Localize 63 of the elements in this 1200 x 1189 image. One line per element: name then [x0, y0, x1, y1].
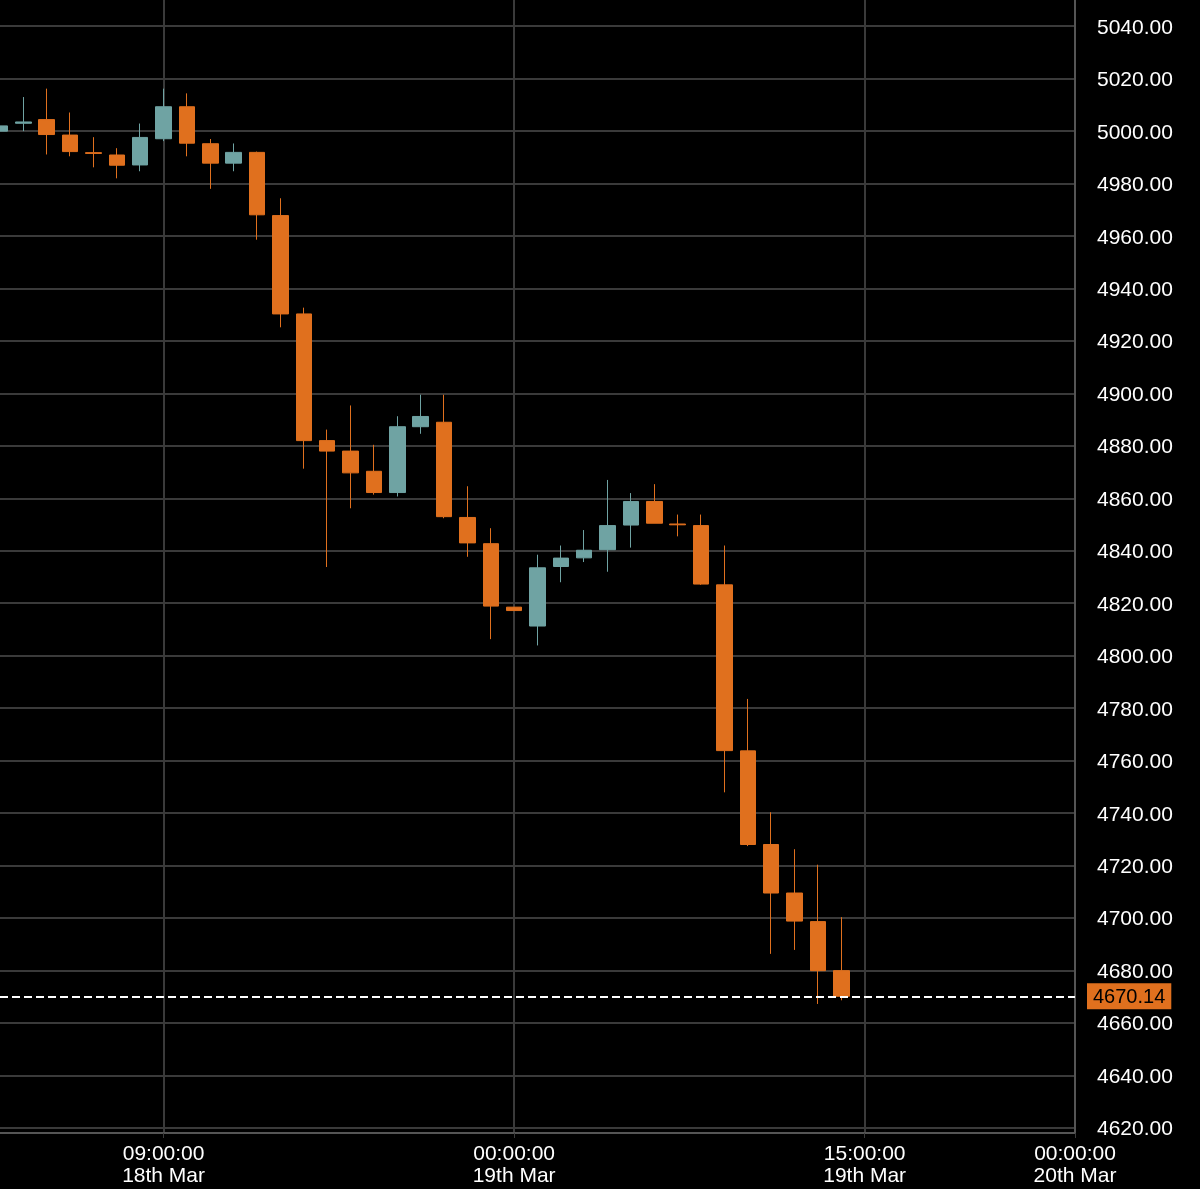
y-tick-label: 5040.00 — [1097, 14, 1173, 38]
y-tick-label: 4800.00 — [1097, 644, 1173, 668]
candlestick — [109, 147, 125, 179]
candlestick — [576, 529, 592, 563]
y-tick-label: 4920.00 — [1097, 329, 1173, 353]
candlestick — [553, 545, 569, 583]
y-tick-label: 4840.00 — [1097, 539, 1173, 563]
x-tick-label: 00:00:00 19th Mar — [472, 1140, 556, 1186]
y-tick-label: 4960.00 — [1097, 224, 1173, 248]
candlestick — [366, 444, 382, 496]
y-tick-label: 4780.00 — [1097, 696, 1173, 720]
ref-line-label: 4670.14 — [1093, 985, 1166, 1008]
x-tick-label: 09:00:00 18th Mar — [122, 1140, 206, 1186]
candlestick — [412, 394, 429, 435]
y-tick-label: 5020.00 — [1097, 67, 1173, 91]
candlestick — [62, 112, 78, 157]
y-tick-label: 4720.00 — [1097, 853, 1173, 877]
candlestick — [225, 142, 242, 172]
candlestick — [810, 864, 826, 1005]
candlestick — [319, 429, 335, 568]
y-tick-label: 4740.00 — [1097, 801, 1173, 825]
candlestick — [716, 545, 733, 793]
y-tick-label: 4760.00 — [1097, 749, 1173, 773]
candlestick — [529, 554, 546, 646]
candlestick — [249, 151, 265, 241]
candlestick — [506, 606, 522, 612]
candlestick — [459, 485, 476, 558]
candlestick — [623, 492, 639, 549]
candlestick — [296, 307, 312, 470]
candlestick — [599, 479, 616, 573]
candlestick — [646, 483, 663, 524]
y-tick-label: 4900.00 — [1097, 381, 1173, 405]
candlestick — [833, 916, 850, 1001]
candlestick — [155, 88, 172, 142]
y-tick-label: 5000.00 — [1097, 119, 1173, 143]
y-tick-label: 4940.00 — [1097, 277, 1173, 300]
candlestick — [786, 848, 803, 951]
candlestick — [342, 404, 359, 509]
candlestick — [85, 136, 102, 168]
candlestick — [436, 394, 452, 519]
y-tick-label: 4860.00 — [1097, 486, 1173, 510]
candlestick — [132, 123, 148, 172]
y-tick-label: 4880.00 — [1097, 434, 1173, 458]
y-tick-label: 4700.00 — [1097, 906, 1173, 930]
y-tick-label: 4640.00 — [1097, 1063, 1173, 1087]
x-tick-label: 15:00:00 19th Mar — [823, 1140, 907, 1186]
y-tick-label: 4660.00 — [1097, 1011, 1173, 1035]
candlestick — [15, 96, 32, 132]
candlestick — [740, 698, 756, 847]
candlestick — [179, 92, 195, 157]
y-tick-label: 4820.00 — [1097, 591, 1173, 615]
candlestick — [38, 88, 55, 155]
candlestick — [272, 197, 289, 328]
candlestick — [389, 415, 406, 497]
y-tick-label: 4620.00 — [1097, 1116, 1173, 1140]
y-tick-label: 4680.00 — [1097, 958, 1173, 982]
candlestick — [483, 527, 499, 640]
candlestick — [763, 811, 779, 955]
y-tick-label: 4980.00 — [1097, 172, 1173, 196]
candlestick — [693, 514, 709, 586]
candlestick — [202, 138, 219, 190]
x-tick-label: 00:00:00 20th Mar — [1033, 1140, 1117, 1186]
candlestick — [669, 514, 686, 537]
